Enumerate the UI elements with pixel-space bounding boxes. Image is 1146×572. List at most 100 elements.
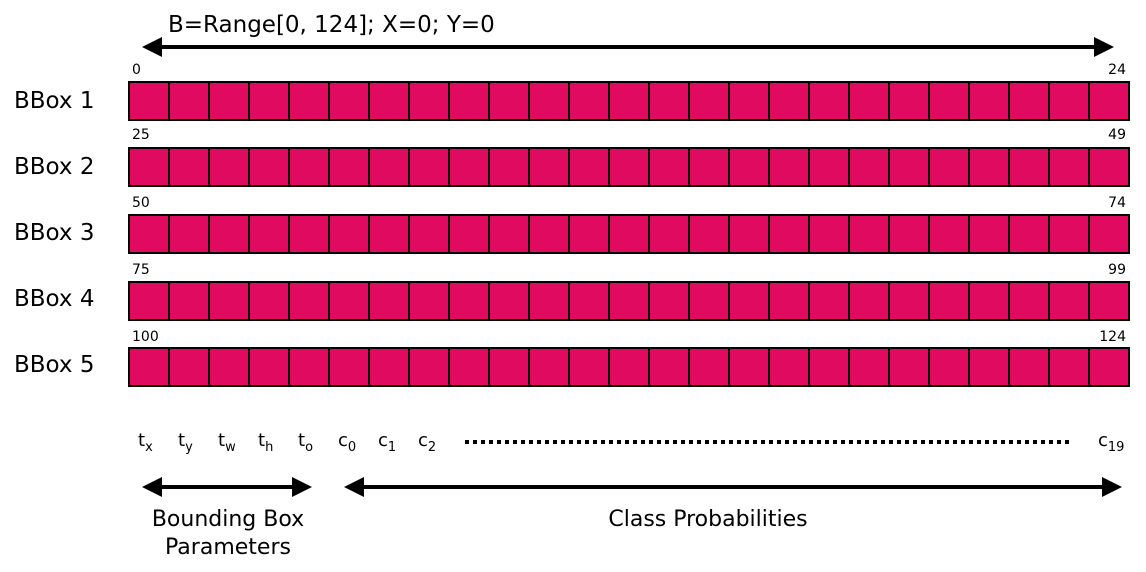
- bbox-1-cell-24: [1088, 81, 1130, 121]
- bbox-4-cell-9: [488, 281, 530, 321]
- bbox-3-cell-13: [648, 214, 690, 254]
- bbox-1-cell-1: [168, 81, 210, 121]
- bbox-4-cell-12: [608, 281, 650, 321]
- bbox-5-cell-13: [648, 347, 690, 387]
- bbox-5-cell-19: [888, 347, 930, 387]
- bbox-4-cell-16: [768, 281, 810, 321]
- param-ty: ty: [178, 430, 193, 455]
- row-label-bbox-3: BBox 3: [14, 220, 95, 246]
- bbox-3-cell-22: [1008, 214, 1050, 254]
- param-tx: tx: [138, 430, 153, 455]
- bbox-2-cell-9: [488, 147, 530, 187]
- bbox-3-cell-7: [408, 214, 450, 254]
- bbox-3-cell-19: [888, 214, 930, 254]
- bbox-3-cell-17: [808, 214, 850, 254]
- bbox-5-cell-7: [408, 347, 450, 387]
- bbox-5-cell-1: [168, 347, 210, 387]
- bbox-5-cell-9: [488, 347, 530, 387]
- bbox-3-cell-12: [608, 214, 650, 254]
- bbox-2-cell-14: [688, 147, 730, 187]
- bbox-4-cell-19: [888, 281, 930, 321]
- bbox-2-cell-22: [1008, 147, 1050, 187]
- bbox-5-cell-12: [608, 347, 650, 387]
- bbox-4-cell-10: [528, 281, 570, 321]
- bbox-2-cell-7: [408, 147, 450, 187]
- bbox-3-cell-6: [368, 214, 410, 254]
- bbox-3-cell-15: [728, 214, 770, 254]
- bbox-2-cell-23: [1048, 147, 1090, 187]
- bbox-2-cell-6: [368, 147, 410, 187]
- bbox-1-cell-8: [448, 81, 490, 121]
- bbox-1-cell-13: [648, 81, 690, 121]
- bbox-5-cell-3: [248, 347, 290, 387]
- bbox-2-cell-1: [168, 147, 210, 187]
- bbox-4-cell-17: [808, 281, 850, 321]
- bbox-2-cell-2: [208, 147, 250, 187]
- bbox-4-cell-0: [128, 281, 170, 321]
- bbox-5-cell-16: [768, 347, 810, 387]
- bbox-2-cell-24: [1088, 147, 1130, 187]
- bbox-1-cell-23: [1048, 81, 1090, 121]
- bbox-1-cell-15: [728, 81, 770, 121]
- bbox-1-cell-16: [768, 81, 810, 121]
- bbox-4-cell-18: [848, 281, 890, 321]
- bbox-4-cell-4: [288, 281, 330, 321]
- bbox-2-cell-18: [848, 147, 890, 187]
- bbox-2-cell-13: [648, 147, 690, 187]
- bbox-params-caption-line-1: Bounding Box: [151, 507, 305, 532]
- bbox-2-cell-5: [328, 147, 370, 187]
- row-3-end-index: 74: [1108, 195, 1126, 211]
- bbox-4-cell-6: [368, 281, 410, 321]
- bbox-3-cell-18: [848, 214, 890, 254]
- bbox-params-caption: Bounding Box Parameters: [128, 506, 328, 562]
- bbox-1-cell-21: [968, 81, 1010, 121]
- bbox-5-cell-17: [808, 347, 850, 387]
- bbox-1-cell-6: [368, 81, 410, 121]
- bbox-3-cell-21: [968, 214, 1010, 254]
- bbox-4-cell-15: [728, 281, 770, 321]
- bbox-2-cell-17: [808, 147, 850, 187]
- bbox-1-cell-2: [208, 81, 250, 121]
- row-4-start-index: 75: [132, 262, 150, 278]
- bbox-5-cell-23: [1048, 347, 1090, 387]
- row-label-bbox-5: BBox 5: [14, 352, 95, 378]
- bbox-5-cell-11: [568, 347, 610, 387]
- bbox-5-cell-20: [928, 347, 970, 387]
- param-c2: c2: [418, 430, 437, 455]
- bbox-3-cell-3: [248, 214, 290, 254]
- bbox-5-cell-10: [528, 347, 570, 387]
- row-label-bbox-1: BBox 1: [14, 88, 95, 114]
- bbox-params-caption-line-2: Parameters: [165, 535, 291, 560]
- bbox-2-cell-8: [448, 147, 490, 187]
- bbox-2-cell-12: [608, 147, 650, 187]
- bbox-2-cell-20: [928, 147, 970, 187]
- bbox-3-cell-11: [568, 214, 610, 254]
- bbox-5-cell-6: [368, 347, 410, 387]
- bbox-3-cell-24: [1088, 214, 1130, 254]
- row-1-end-index: 24: [1108, 62, 1126, 78]
- bbox-2-cell-16: [768, 147, 810, 187]
- param-tw: tw: [218, 430, 236, 455]
- bbox-1-cell-22: [1008, 81, 1050, 121]
- bbox-4-cell-23: [1048, 281, 1090, 321]
- row-2-end-index: 49: [1108, 127, 1126, 143]
- bbox-1-cell-3: [248, 81, 290, 121]
- bbox-4-cell-7: [408, 281, 450, 321]
- bbox-1-cell-7: [408, 81, 450, 121]
- bbox-3-cell-23: [1048, 214, 1090, 254]
- bbox-2-cell-11: [568, 147, 610, 187]
- bbox-2-cell-4: [288, 147, 330, 187]
- row-5-start-index: 100: [132, 329, 159, 345]
- row-2-start-index: 25: [132, 127, 150, 143]
- param-c1: c1: [378, 430, 397, 455]
- bbox-3-cell-1: [168, 214, 210, 254]
- bbox-1-cell-17: [808, 81, 850, 121]
- bbox-4-cell-21: [968, 281, 1010, 321]
- bbox-4-cell-8: [448, 281, 490, 321]
- bbox-1-cell-18: [848, 81, 890, 121]
- bbox-1-cell-10: [528, 81, 570, 121]
- bbox-1-cell-11: [568, 81, 610, 121]
- bbox-5-cell-5: [328, 347, 370, 387]
- bbox-2-cell-21: [968, 147, 1010, 187]
